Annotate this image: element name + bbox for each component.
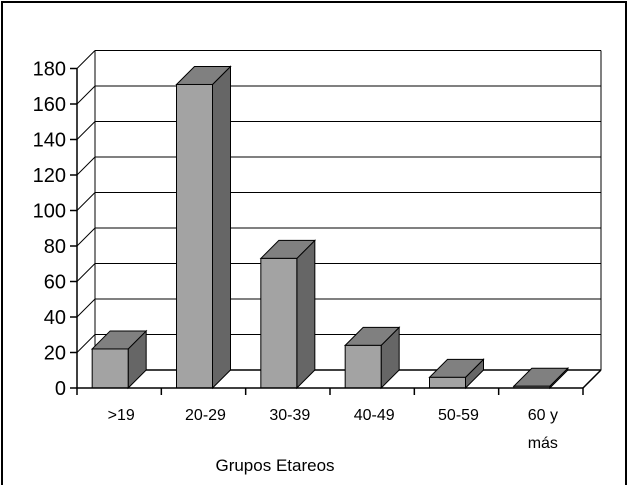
bar-side — [212, 65, 231, 390]
gridline-side — [76, 227, 96, 247]
y-tick-label: 140 — [33, 130, 66, 152]
grid-layer — [76, 50, 602, 371]
bar-front — [429, 376, 466, 389]
gridline-side — [76, 263, 96, 282]
y-tick-label: 40 — [44, 307, 66, 329]
gridline-side — [76, 50, 96, 69]
bar-20-29 — [175, 65, 232, 390]
x-axis-title: Grupos Etareos — [215, 456, 334, 475]
bar-30-39 — [259, 239, 317, 390]
y-tick-label: 100 — [33, 201, 66, 223]
axis-layer: 0 20 40 60 80 100 120 140 160 180 >19 20-29 30-39 40-… — [33, 59, 602, 452]
gridline-side — [76, 192, 96, 211]
floor-right-edge — [582, 369, 602, 389]
bar-layer — [90, 65, 570, 390]
bar-40-49 — [343, 326, 401, 390]
gridline-side — [76, 121, 96, 140]
bar--19 — [90, 329, 148, 390]
y-tick-label: 180 — [33, 59, 66, 81]
x-tick-label: >19 — [108, 407, 135, 424]
x-tick-label: 40-49 — [354, 407, 395, 424]
y-tick-label: 120 — [33, 165, 66, 187]
x-tick-label: más — [528, 435, 558, 452]
y-tick-label: 80 — [44, 236, 66, 258]
gridline-side — [76, 298, 96, 318]
bar-60-y-m-s — [512, 367, 570, 390]
bar-front — [176, 83, 213, 389]
y-tick-label: 160 — [33, 94, 66, 116]
bar-front — [260, 257, 298, 389]
x-tick-label: 50-59 — [438, 407, 479, 424]
gridline-side — [76, 156, 96, 176]
y-tick-label: 60 — [44, 272, 66, 294]
gridline-side — [76, 85, 96, 105]
bar-50-59 — [428, 358, 485, 390]
bar-side — [296, 239, 316, 390]
bar-front — [91, 348, 129, 389]
x-tick-label: 60 y — [528, 407, 558, 424]
y-tick-label: 20 — [44, 343, 66, 365]
gridline-side — [76, 334, 96, 353]
x-tick-label: 30-39 — [269, 407, 310, 424]
x-tick-label: 20-29 — [185, 407, 226, 424]
y-tick-label: 0 — [55, 378, 66, 400]
bar-front — [344, 344, 382, 389]
